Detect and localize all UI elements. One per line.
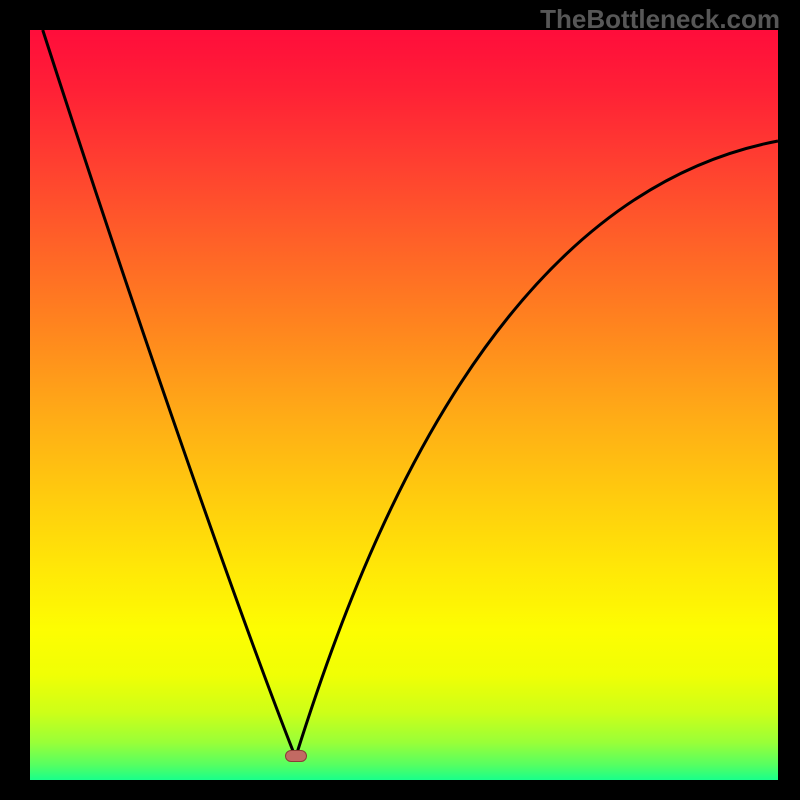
minimum-marker — [285, 750, 307, 762]
bottleneck-curve — [30, 30, 778, 780]
watermark-text: TheBottleneck.com — [540, 4, 780, 35]
chart-container — [30, 30, 778, 780]
